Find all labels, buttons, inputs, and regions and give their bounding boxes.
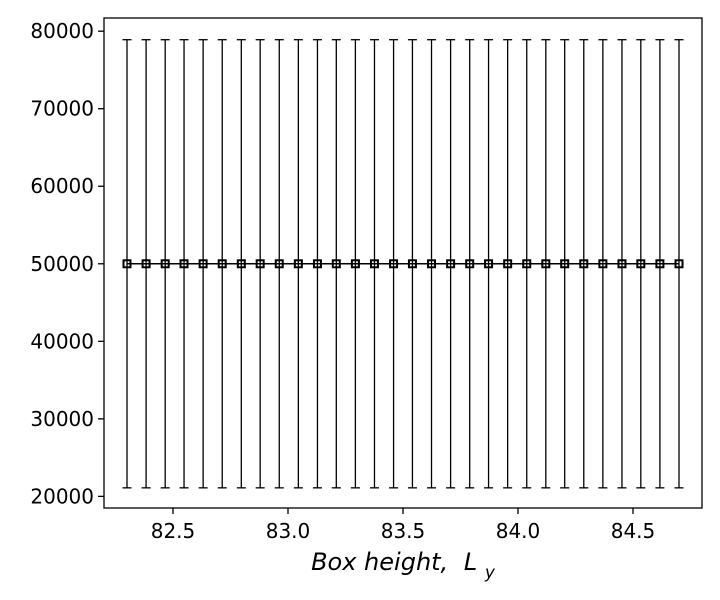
square-marker	[217, 259, 227, 269]
square-marker	[636, 259, 646, 269]
data-point	[217, 39, 227, 489]
square-marker	[465, 259, 475, 269]
square-marker	[236, 259, 246, 269]
data-point	[465, 39, 475, 489]
x-tick-label: 84.5	[611, 519, 656, 543]
data-point	[293, 39, 303, 489]
data-point	[617, 39, 627, 489]
x-axis-label: Box height, L y	[311, 548, 496, 583]
square-marker	[503, 259, 513, 269]
data-point	[369, 39, 379, 489]
data-point	[389, 39, 399, 489]
x-axis-label-subscript: y	[484, 563, 496, 583]
square-marker	[522, 259, 532, 269]
data-point	[312, 39, 322, 489]
square-marker	[160, 259, 170, 269]
data-point	[560, 39, 570, 489]
square-marker	[579, 259, 589, 269]
data-point	[427, 39, 437, 489]
data-point	[350, 39, 360, 489]
data-point	[484, 39, 494, 489]
plot-layer	[122, 39, 684, 489]
data-point	[655, 39, 665, 489]
data-point	[198, 39, 208, 489]
x-axis: 82.5 83.0 83.5 84.0 84.5	[151, 508, 656, 543]
x-tick-label: 83.5	[381, 519, 426, 543]
square-marker	[122, 259, 132, 269]
square-marker	[446, 259, 456, 269]
x-tick-label: 83.0	[266, 519, 311, 543]
y-axis: 20000 30000 40000 50000 60000 70000 80000	[30, 19, 104, 508]
axes-frame	[103, 17, 703, 509]
y-tick-label: 40000	[30, 329, 94, 353]
y-tick-label: 20000	[30, 484, 94, 508]
data-point	[541, 39, 551, 489]
data-point	[579, 39, 589, 489]
square-marker	[331, 259, 341, 269]
square-marker	[389, 259, 399, 269]
x-axis-label-text: Box height,	[311, 548, 448, 576]
data-point	[255, 39, 265, 489]
data-point	[236, 39, 246, 489]
data-point	[331, 39, 341, 489]
square-marker	[674, 259, 684, 269]
y-tick-label: 60000	[30, 174, 94, 198]
data-point	[122, 39, 132, 489]
square-marker	[141, 259, 151, 269]
data-point	[160, 39, 170, 489]
data-point	[407, 39, 417, 489]
square-marker	[407, 259, 417, 269]
y-tick-label: 80000	[30, 19, 94, 43]
square-marker	[179, 259, 189, 269]
data-point	[274, 39, 284, 489]
data-point	[674, 39, 684, 489]
data-point	[636, 39, 646, 489]
y-tick-label: 30000	[30, 407, 94, 431]
square-marker	[484, 259, 494, 269]
square-marker	[369, 259, 379, 269]
y-tick-label: 50000	[30, 252, 94, 276]
data-point	[522, 39, 532, 489]
square-marker	[274, 259, 284, 269]
square-marker	[598, 259, 608, 269]
square-marker	[312, 259, 322, 269]
square-marker	[350, 259, 360, 269]
square-marker	[560, 259, 570, 269]
square-marker	[198, 259, 208, 269]
data-point	[503, 39, 513, 489]
data-point	[141, 39, 151, 489]
square-marker	[655, 259, 665, 269]
square-marker	[293, 259, 303, 269]
square-marker	[541, 259, 551, 269]
data-point	[179, 39, 189, 489]
y-tick-label: 70000	[30, 97, 94, 121]
data-point	[598, 39, 608, 489]
data-point	[446, 39, 456, 489]
x-axis-label-symbol: L	[464, 548, 477, 576]
square-marker	[255, 259, 265, 269]
square-marker	[427, 259, 437, 269]
square-marker	[617, 259, 627, 269]
x-tick-label: 82.5	[151, 519, 196, 543]
x-tick-label: 84.0	[496, 519, 541, 543]
